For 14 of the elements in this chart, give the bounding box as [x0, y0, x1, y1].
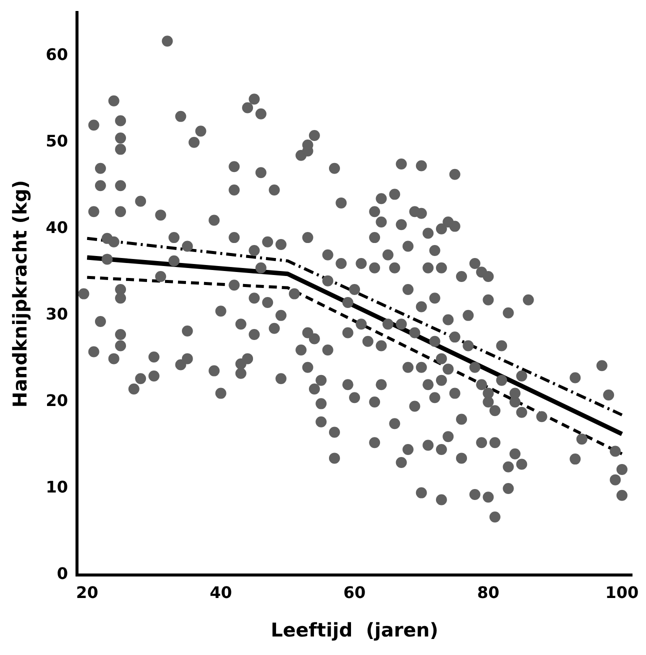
x-tick-label: 40	[210, 582, 232, 602]
y-tick-label: 50	[46, 132, 68, 151]
y-tick-label: 40	[46, 218, 68, 238]
y-tick-label: 60	[46, 45, 68, 64]
y-axis-title: Handknijpkracht (kg)	[9, 180, 32, 408]
x-tick-label: 60	[343, 582, 366, 602]
y-tick-label: 30	[46, 304, 68, 324]
x-tick-label: 100	[605, 582, 639, 602]
y-tick-label: 20	[46, 391, 68, 410]
x-tick-label: 80	[477, 582, 500, 602]
x-tick-label: 20	[76, 582, 98, 602]
y-tick-label: 10	[46, 478, 68, 497]
x-axis-title: Leeftijd (jaren)	[270, 620, 438, 642]
y-tick-label: 0	[56, 564, 68, 584]
